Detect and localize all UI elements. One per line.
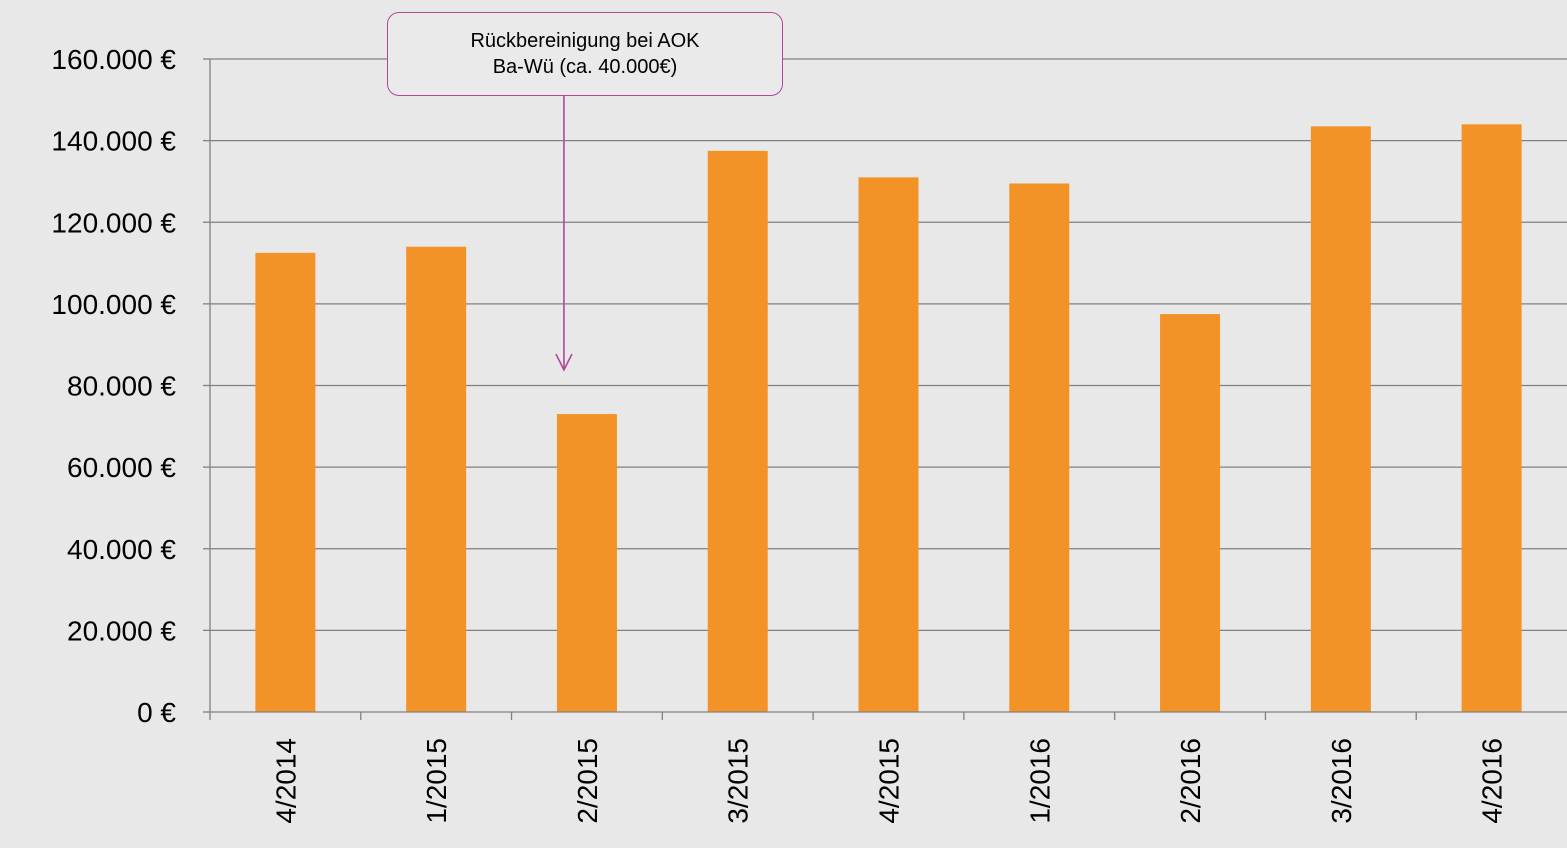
y-tick-label: 20.000 €	[67, 615, 176, 646]
x-tick-label: 3/2016	[1326, 738, 1357, 824]
annotation-callout: Rückbereinigung bei AOK Ba-Wü (ca. 40.00…	[387, 12, 783, 96]
bar	[1461, 124, 1522, 713]
x-tick-label: 4/2015	[874, 738, 905, 824]
arrow-head	[555, 353, 573, 372]
y-tick-label: 120.000 €	[51, 207, 176, 238]
x-tick-label: 1/2015	[421, 738, 452, 824]
x-axis-tick-labels: 4/2014 1/2015 2/2015 3/2015 4/2015 1/2016 2/20…	[270, 738, 1507, 824]
bar	[556, 414, 617, 712]
x-tick-label: 2/2015	[572, 738, 603, 824]
bar	[1310, 126, 1371, 712]
axes	[203, 58, 1567, 720]
x-tick-label: 2/2016	[1175, 738, 1206, 824]
y-tick-label: 140.000 €	[51, 126, 176, 157]
bar	[1009, 183, 1070, 712]
x-tick-label: 3/2015	[723, 738, 754, 824]
annotation-arrow	[555, 96, 573, 372]
x-tick-label: 4/2016	[1477, 738, 1508, 824]
y-tick-label: 160.000 €	[51, 44, 176, 75]
bar	[707, 150, 768, 712]
x-tick-label: 4/2014	[270, 738, 301, 824]
y-axis-tick-labels: 0 € 20.000 € 40.000 € 60.000 € 80.000 € 100.0…	[51, 44, 176, 728]
y-tick-label: 100.000 €	[51, 289, 176, 320]
y-tick-label: 40.000 €	[67, 534, 176, 565]
annotation-line-1: Rückbereinigung bei AOK	[470, 30, 700, 52]
annotation-line-2: Ba-Wü (ca. 40.000€)	[492, 56, 678, 78]
x-tick-label: 1/2016	[1024, 738, 1055, 824]
y-tick-label: 60.000 €	[67, 452, 176, 483]
y-tick-label: 0 €	[137, 697, 176, 728]
bar	[255, 252, 316, 712]
bar	[858, 177, 919, 712]
bar	[406, 246, 467, 713]
bar	[1160, 314, 1221, 712]
bar-series	[255, 124, 1522, 713]
y-tick-label: 80.000 €	[67, 371, 176, 402]
